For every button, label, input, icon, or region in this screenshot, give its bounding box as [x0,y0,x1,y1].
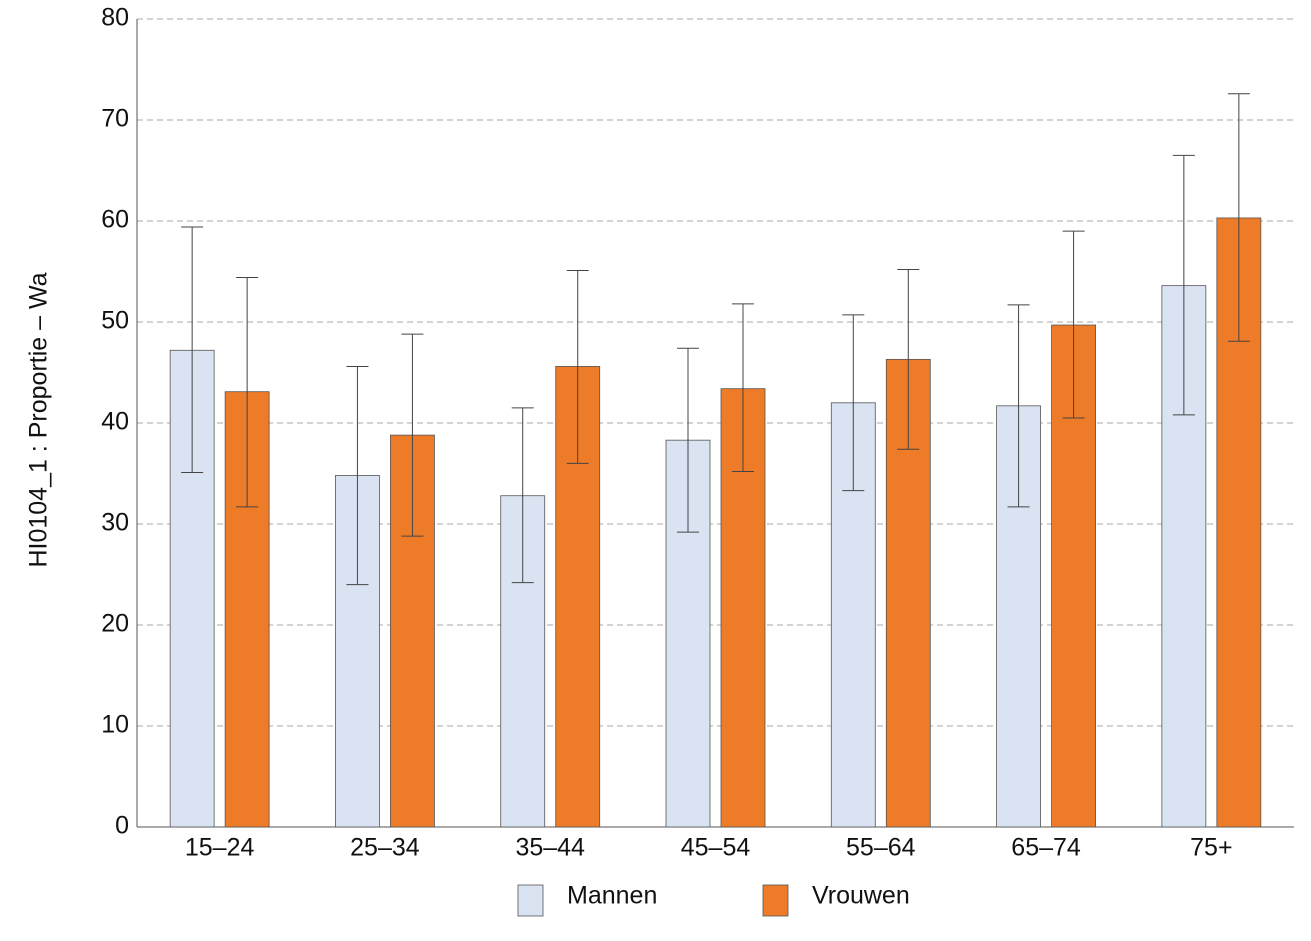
error-bar [1227,93,1250,342]
y-tick-label: 0 [115,812,129,840]
error-bar [566,269,589,464]
x-tick-label: 65–74 [1011,834,1081,862]
legend-swatch [517,884,544,917]
legend-swatch [762,884,789,917]
legend-label: Mannen [567,882,657,910]
y-tick-label: 50 [101,307,129,335]
error-bar [511,407,534,584]
error-bar [1062,230,1085,419]
error-bar [346,365,369,586]
x-tick-label: 25–34 [350,834,420,862]
x-tick-label: 45–54 [681,834,751,862]
y-tick-label: 80 [101,4,129,32]
y-tick-label: 10 [101,711,129,739]
error-bar [677,347,699,533]
x-tick-label: 55–64 [846,834,916,862]
error-bar [236,277,259,508]
error-bar [732,303,754,472]
y-axis-label: HI0104_1 : Proportie – Wa [25,272,53,567]
error-bar [181,226,204,473]
error-bar [1172,154,1195,416]
error-bar [897,268,920,450]
error-bar [401,333,424,537]
error-bar [842,314,865,492]
y-tick-label: 20 [101,610,129,638]
y-tick-label: 60 [101,206,129,234]
y-tick-label: 70 [101,105,129,133]
y-tick-label: 30 [101,509,129,537]
legend-label: Vrouwen [812,882,910,910]
x-tick-label: 35–44 [515,834,585,862]
error-bar [1007,304,1030,508]
x-tick-label: 15–24 [185,834,255,862]
x-tick-label: 75+ [1190,834,1232,862]
y-tick-label: 40 [101,408,129,436]
